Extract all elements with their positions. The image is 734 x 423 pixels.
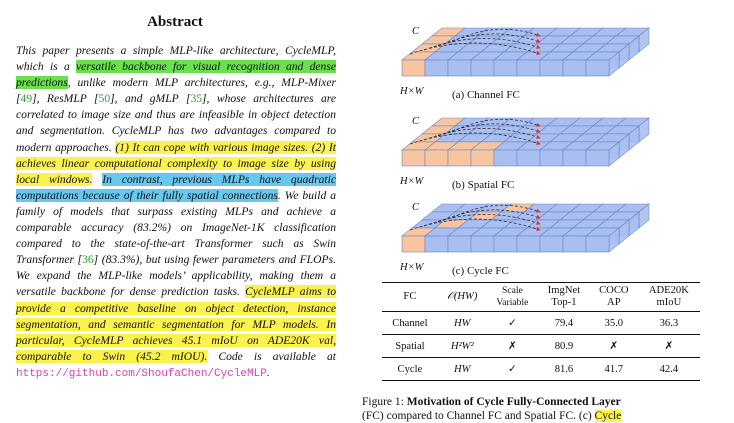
connection-arrow (423, 38, 541, 51)
citation-link[interactable]: 35 (190, 92, 203, 106)
cell-ap: 41.7 (604, 363, 624, 375)
channel-axis-label: C (412, 202, 420, 213)
cell-ap: 35.0 (604, 317, 624, 329)
connection-arrow (437, 33, 541, 47)
grid-cell-front (516, 235, 541, 253)
abstract-text: ], ResMLP [ (32, 92, 99, 106)
grid-cell-front (539, 149, 564, 167)
grid-cell-front (447, 149, 472, 167)
spatial-axis-label: H×W (399, 86, 425, 97)
cell-scale: ✓ (507, 318, 517, 329)
connection-arrow (451, 118, 541, 133)
grid-cell-front (493, 235, 518, 253)
channel-axis-label: C (412, 26, 420, 37)
cell-miou: ✗ (664, 341, 674, 352)
grid-cell-front (447, 235, 472, 253)
grid-cell-front (539, 59, 564, 77)
grid-cell-front (585, 235, 610, 253)
abstract-text: This paper presents a simple MLP-like ar… (16, 44, 336, 74)
abstract-body: This paper presents a simple MLP-like ar… (14, 43, 336, 382)
table-row: Cycle HW ✓ 81.6 41.7 42.4 (382, 358, 700, 381)
grid-cell-front (470, 235, 495, 253)
table-header-row: FC 𝒪(HW) Scale Variable ImgNet Top-1 COCO A… (382, 282, 700, 312)
citation-link[interactable]: 36 (82, 253, 94, 267)
cell-complexity: H²W² (450, 340, 474, 352)
caption-prefix: Figure 1: (362, 396, 407, 408)
grid-cell-front (562, 235, 587, 253)
panel-label: (c) Cycle FC (452, 265, 509, 277)
caption-line2: (FC) compared to Channel FC and Spatial … (362, 410, 595, 422)
grid-cell-front (562, 149, 587, 167)
channel-axis-label: C (412, 116, 420, 127)
grid-cell-front (585, 59, 610, 77)
header-scale-variable: Scale Variable (496, 285, 529, 308)
header-ade: ADE20K mIoU (648, 285, 689, 308)
cell-ap: ✗ (609, 341, 619, 352)
cell-complexity: HW (454, 363, 471, 375)
cell-miou: 42.4 (659, 363, 679, 375)
connection-arrow (423, 214, 541, 227)
cell-fc: Cycle (397, 363, 423, 375)
grid-cell-front (516, 59, 541, 77)
caption-title: Motivation of Cycle Fully-Connected Laye… (406, 396, 621, 408)
grid-cell-front (539, 235, 564, 253)
figure-caption: Figure 1: Motivation of Cycle Fully-Conn… (362, 395, 734, 423)
cell-fc: Spatial (395, 340, 425, 352)
grid-cell-front (447, 59, 472, 77)
abstract-text (92, 173, 102, 186)
connection-arrow (451, 28, 541, 43)
panel-label: (a) Channel FC (452, 89, 520, 101)
caption-highlight: Cycle (594, 410, 622, 422)
cell-top1: 80.9 (554, 340, 574, 352)
citation-link[interactable]: 50 (98, 92, 111, 106)
grid-cell-front (516, 149, 541, 167)
abstract-text: ], whose architectures are correlated to… (16, 92, 336, 154)
abstract-title: Abstract (147, 14, 203, 30)
header-imgnet: ImgNet Top-1 (547, 285, 581, 308)
grid-cell-front (493, 59, 518, 77)
grid-cell-front (424, 59, 449, 77)
table-row: Channel HW ✓ 79.4 35.0 36.3 (382, 312, 700, 335)
spatial-axis-label: H×W (399, 176, 425, 187)
abstract-text: ] (83.3%), but using fewer parameters an… (16, 253, 336, 299)
grid-cell-front (493, 149, 518, 167)
cell-top1: 81.6 (554, 363, 574, 375)
grid-cell-front (424, 149, 449, 167)
grid-cell-front (470, 59, 495, 77)
cell-scale: ✗ (507, 341, 517, 352)
abstract-text: ], and gMLP [ (110, 92, 191, 106)
grid-cell-front (424, 235, 449, 253)
connection-arrow (437, 123, 541, 137)
figure-column: C H×W (a) Channel FC C H×W (b) Spatial FC C H×W… (362, 0, 734, 422)
abstract-text: , unlike modern MLP architectures, e.g.,… (16, 76, 336, 106)
header-complexity: 𝒪(HW) (447, 291, 478, 302)
header-fc: FC (403, 291, 417, 302)
connection-arrow (451, 204, 541, 219)
grid-cell-front (562, 59, 587, 77)
abstract-column: Abstract This paper presents a simple ML… (14, 0, 336, 382)
abstract-text: . (266, 365, 270, 379)
cell-complexity: HW (454, 317, 471, 329)
fc-comparison-table: FC 𝒪(HW) Scale Variable ImgNet Top-1 COCO A… (382, 282, 700, 381)
header-coco: COCO AP (599, 285, 629, 308)
table-row: Spatial H²W² ✗ 80.9 ✗ ✗ (382, 335, 700, 358)
code-url-link[interactable]: https://github.com/ShoufaChen/CycleMLP (16, 367, 267, 380)
cell-top1: 79.4 (554, 317, 574, 329)
abstract-text: . We build a family of models that surpa… (16, 188, 337, 267)
grid-cell-front (401, 149, 426, 167)
citation-link[interactable]: 49 (20, 92, 33, 106)
panel-label: (b) Spatial FC (452, 179, 514, 191)
grid-cell-front (401, 59, 426, 77)
grid-cell-front (470, 149, 495, 167)
cell-miou: 36.3 (659, 317, 679, 329)
grid-cell-front (585, 149, 610, 167)
spatial-axis-label: H×W (399, 262, 425, 273)
abstract-text: Code is available at (207, 349, 336, 363)
cell-fc: Channel (392, 317, 428, 329)
fc-diagram: C H×W (a) Channel FC C H×W (b) Spatial FC C H×W… (399, 26, 650, 277)
connection-arrow (423, 128, 541, 141)
connection-arrow (437, 209, 541, 223)
grid-cell-front (401, 235, 426, 253)
cell-scale: ✓ (507, 364, 517, 375)
